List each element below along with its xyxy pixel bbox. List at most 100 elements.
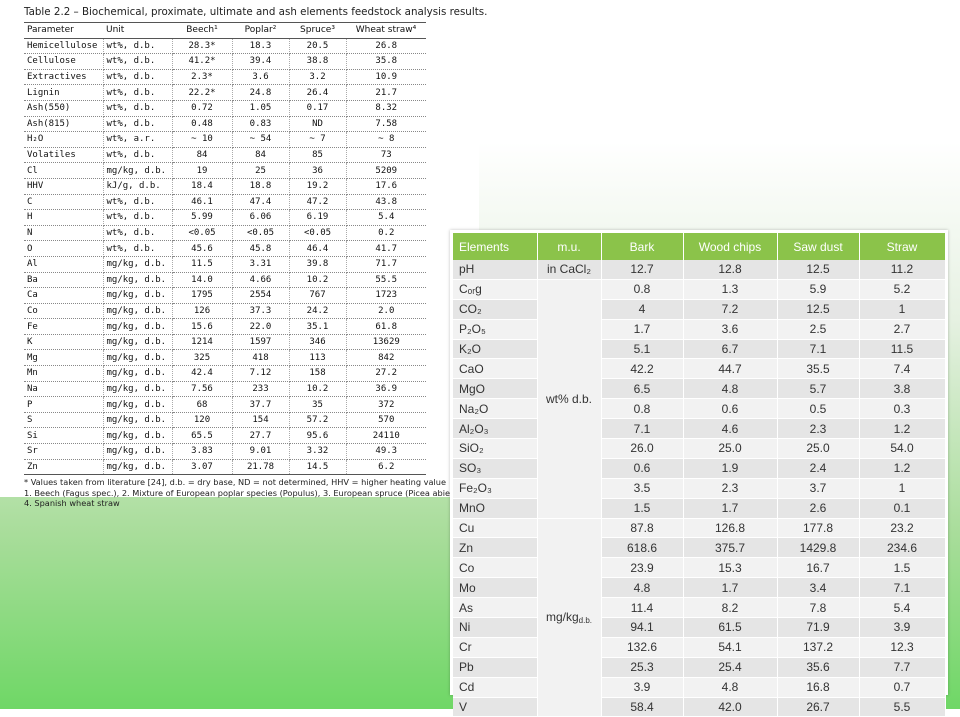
table-row: Lignin wt%, d.b. 22.2* 24.8 26.4 21.7 [24,84,426,101]
element-name: P₂O₅ [453,319,538,340]
table-cell: Mg [24,349,104,367]
column-header: Wood chips [683,233,778,260]
table-cell: 0.17 [289,100,347,117]
table-row: CaO 42.2 44.7 35.5 7.4 [453,358,946,380]
unit-cell: in CaCl₂ [537,260,602,280]
table-cell: 154 [232,412,290,429]
table-cell: 2.3* [172,69,233,86]
table-cell: Fe [24,318,104,335]
table-row: As 11.4 8.2 7.8 5.4 [453,597,946,619]
table-cell: 372 [346,396,426,413]
value-cell: 1 [859,478,946,499]
table-cell: 25 [232,162,290,179]
table-row: Cd 3.9 4.8 16.8 0.7 [453,677,946,698]
table-row: Cellulose wt%, d.b. 41.2* 39.4 38.8 35.8 [24,53,426,70]
table-row: Fe₂O₃ 3.5 2.3 3.7 1 [453,478,946,499]
table-cell: mg/kg, d.b. [103,349,173,367]
table-cell: 346 [289,334,347,351]
element-name: MnO [453,498,538,519]
table-cell: 18.8 [232,178,290,195]
value-cell: 1.9 [683,458,778,479]
table-cell: ~ 8 [346,131,426,148]
table-cell: 3.31 [232,256,290,273]
table-cell: 842 [346,349,426,367]
table-cell: 570 [346,412,426,429]
table-cell: 39.4 [232,53,290,70]
table-cell: ~ 7 [289,131,347,148]
value-cell: 137.2 [777,637,860,658]
table-cell: Zn [24,459,104,476]
table-cell: 22.2* [172,84,233,101]
table-row: Ba mg/kg, d.b. 14.0 4.66 10.2 55.5 [24,272,426,289]
table-row: SiO₂ 26.0 25.0 25.0 54.0 [453,438,946,459]
value-cell: 375.7 [683,537,778,559]
table-row: Si mg/kg, d.b. 65.5 27.7 95.6 24110 [24,427,426,445]
table-cell: 120 [172,412,233,429]
value-cell: 0.3 [859,398,946,420]
value-cell: 25.0 [683,438,778,459]
table-cell: 45.8 [232,240,290,257]
table-cell: mg/kg, d.b. [103,381,173,398]
table-row: Al₂O₃ 7.1 4.6 2.3 1.2 [453,418,946,440]
table-cell: 24110 [346,427,426,445]
value-cell: 1.5 [601,498,684,519]
column-header: Poplar² [232,22,289,39]
table-cell: wt%, d.b. [103,147,173,164]
table-cell: mg/kg, d.b. [103,396,173,413]
table-row: pH in CaCl₂ 12.7 12.8 12.5 11.2 [453,260,946,280]
table-row: HHV kJ/g, d.b. 18.4 18.8 19.2 17.6 [24,178,426,195]
value-cell: 1.7 [601,319,684,340]
table-row: CO₂ 4 7.2 12.5 1 [453,299,946,320]
table-cell: 28.3* [172,38,233,55]
table-cell: wt%, d.b. [103,53,173,70]
table-row: P₂O₅ 1.7 3.6 2.5 2.7 [453,319,946,340]
value-cell: 23.9 [601,557,684,579]
table-cell: wt%, d.b. [103,240,173,257]
table-cell: Lignin [24,84,104,101]
table-cell: Si [24,427,104,445]
elements-table: Elements m.u. Bark Wood chips Saw dust Straw … [453,233,946,717]
value-cell: 11.5 [859,339,946,360]
table-cell: 55.5 [346,272,426,289]
value-cell: 12.5 [777,260,860,280]
value-cell: 54.0 [859,438,946,459]
table-cell: mg/kg, d.b. [103,256,173,273]
value-cell: 4.8 [601,577,684,599]
value-cell: 2.7 [859,319,946,340]
table-cell: Cellulose [24,53,104,70]
value-cell: 44.7 [683,358,778,380]
table-cell: 36.9 [346,381,426,398]
element-name: Co [453,557,538,579]
table-cell: 2.0 [346,303,426,320]
table-cell: mg/kg, d.b. [103,318,173,335]
value-cell: 2.3 [683,478,778,499]
table-cell: ~ 54 [232,131,290,148]
table-cell: Hemicellulose [24,38,104,55]
element-name: Fe₂O₃ [453,478,538,499]
table-cell: 0.72 [172,100,233,117]
value-cell: 16.8 [777,677,860,698]
table-cell: 18.4 [172,178,233,195]
element-name: pH [453,260,538,280]
value-cell: 7.1 [601,418,684,440]
element-name: Cₒᵣg [453,279,538,300]
table-cell: 10.9 [346,69,426,86]
table-cell: <0.05 [289,225,347,242]
column-header: Straw [859,233,946,260]
elements-header-row: Elements m.u. Bark Wood chips Saw dust Straw [453,233,946,260]
table-cell: 14.0 [172,272,233,289]
table-cell: <0.05 [232,225,290,242]
table-cell: 24.8 [232,84,290,101]
table-row: Ash(550) wt%, d.b. 0.72 1.05 0.17 8.32 [24,100,426,117]
table-row: V 58.4 42.0 26.7 5.5 [453,697,946,717]
value-cell: 23.2 [859,518,946,539]
table-cell: 61.8 [346,318,426,335]
table-cell: 158 [289,365,347,382]
table-2-2: Parameter Unit Beech¹ Poplar² Spruce³ Wheat s… [24,22,426,476]
table-2-2-title: Table 2.2 – Biochemical, proximate, ulti… [24,6,488,18]
table-cell: ND [289,116,347,133]
table-2-2-header-row: Parameter Unit Beech¹ Poplar² Spruce³ Wheat s… [24,22,426,39]
value-cell: 5.1 [601,339,684,360]
